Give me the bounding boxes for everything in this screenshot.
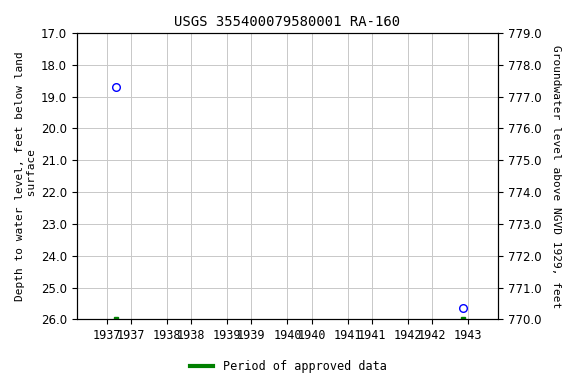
Title: USGS 355400079580001 RA-160: USGS 355400079580001 RA-160 — [175, 15, 400, 29]
Legend: Period of approved data: Period of approved data — [185, 356, 391, 378]
Y-axis label: Groundwater level above NGVD 1929, feet: Groundwater level above NGVD 1929, feet — [551, 45, 561, 308]
Y-axis label: Depth to water level, feet below land
 surface: Depth to water level, feet below land su… — [15, 51, 37, 301]
